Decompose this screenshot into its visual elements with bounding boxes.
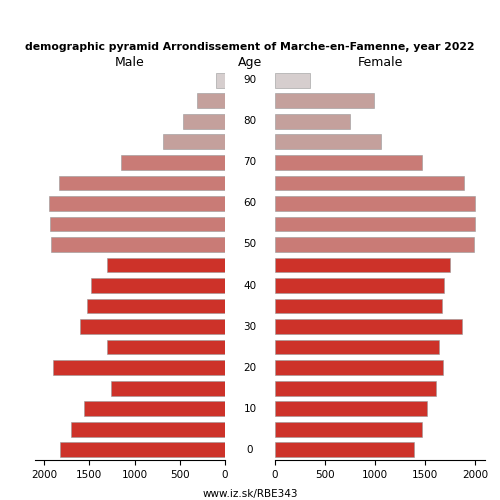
Bar bbox=[50, 216, 225, 232]
Title: Male: Male bbox=[115, 56, 145, 69]
Bar bbox=[275, 340, 439, 354]
Bar bbox=[88, 298, 225, 314]
Text: 30: 30 bbox=[244, 322, 256, 332]
Text: demographic pyramid Arrondissement of Marche-en-Famenne, year 2022: demographic pyramid Arrondissement of Ma… bbox=[25, 42, 475, 52]
Bar bbox=[275, 442, 414, 457]
Bar bbox=[275, 258, 450, 272]
Bar bbox=[275, 176, 464, 190]
Bar bbox=[275, 422, 422, 436]
Bar bbox=[275, 381, 436, 396]
Text: www.iz.sk/RBE343: www.iz.sk/RBE343 bbox=[202, 490, 298, 500]
Bar bbox=[275, 73, 310, 88]
Text: 50: 50 bbox=[244, 240, 256, 250]
Bar bbox=[52, 237, 225, 252]
Bar bbox=[275, 319, 462, 334]
Bar bbox=[275, 278, 444, 293]
Text: 80: 80 bbox=[244, 116, 256, 126]
Bar bbox=[275, 94, 374, 108]
Bar bbox=[275, 155, 422, 170]
Bar bbox=[60, 442, 225, 457]
Title: Age: Age bbox=[238, 56, 262, 69]
Bar bbox=[184, 114, 225, 128]
Bar bbox=[275, 298, 442, 314]
Bar bbox=[275, 402, 427, 416]
Title: Female: Female bbox=[358, 56, 403, 69]
Bar bbox=[197, 94, 225, 108]
Bar bbox=[275, 196, 475, 211]
Bar bbox=[164, 134, 225, 149]
Bar bbox=[111, 381, 225, 396]
Text: 10: 10 bbox=[244, 404, 256, 413]
Bar bbox=[275, 237, 474, 252]
Text: 40: 40 bbox=[244, 280, 256, 290]
Bar bbox=[50, 196, 225, 211]
Bar bbox=[275, 134, 381, 149]
Text: 0: 0 bbox=[247, 444, 254, 454]
Bar bbox=[108, 258, 225, 272]
Bar bbox=[121, 155, 225, 170]
Bar bbox=[58, 176, 225, 190]
Bar bbox=[84, 402, 225, 416]
Text: 60: 60 bbox=[244, 198, 256, 208]
Bar bbox=[275, 360, 443, 375]
Text: 90: 90 bbox=[244, 76, 256, 86]
Bar bbox=[80, 319, 225, 334]
Bar bbox=[108, 340, 225, 354]
Bar bbox=[91, 278, 225, 293]
Bar bbox=[53, 360, 225, 375]
Bar bbox=[275, 114, 350, 128]
Text: 20: 20 bbox=[244, 362, 256, 372]
Text: 70: 70 bbox=[244, 158, 256, 168]
Bar bbox=[71, 422, 225, 436]
Bar bbox=[216, 73, 225, 88]
Bar bbox=[275, 216, 475, 232]
